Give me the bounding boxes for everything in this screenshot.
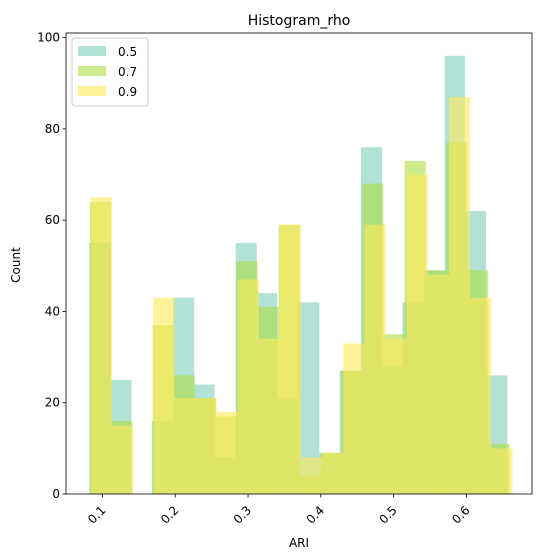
legend-swatch-0.9 [78,86,106,96]
y-tick-label: 0 [52,487,60,501]
y-tick-label: 20 [45,396,60,410]
y-tick-label: 80 [45,122,60,136]
y-tick-label: 60 [45,213,60,227]
x-tick-label: 0.3 [231,503,254,526]
bar-0.9-7 [258,338,281,494]
y-tick-label: 100 [37,31,60,45]
x-tick-label: 0.5 [376,503,399,526]
legend-label-0.9: 0.9 [118,85,137,99]
bar-0.9-0 [90,197,112,494]
legend: 0.5 0.7 0.9 [71,37,149,107]
legend-label-0.5: 0.5 [118,45,137,59]
bar-0.9-4 [195,398,217,494]
x-axis-label: ARI [289,536,309,550]
bar-0.5-9 [298,302,320,494]
bar-0.9-13 [385,338,407,494]
x-tick-label: 0.1 [85,503,108,526]
bar-0.9-1 [111,425,133,494]
bar-0.9-6 [237,279,259,494]
bar-0.9-2 [153,297,175,494]
bar-0.9-8 [280,224,302,494]
bars-layer [89,55,513,495]
series-0.9 [90,96,513,495]
legend-swatch-0.5 [78,46,106,56]
legend-swatch-0.7 [78,66,106,76]
bar-0.9-3 [174,398,196,494]
x-tick-label: 0.4 [304,503,327,526]
bar-0.9-11 [343,343,365,494]
y-tick-label: 40 [45,304,60,318]
legend-label-0.7: 0.7 [118,65,137,79]
bar-0.9-15 [427,274,449,494]
bar-0.9-9 [301,457,323,494]
plot-frame [65,32,533,495]
chart-title: Histogram_rho [248,13,351,29]
bar-0.9-17 [470,297,492,494]
bar-0.9-18 [491,448,513,494]
bar-0.9-12 [364,224,386,494]
bar-0.9-16 [448,96,471,495]
x-tick-label: 0.2 [158,503,181,526]
x-tick-label: 0.6 [449,503,472,526]
bar-0.9-10 [322,452,344,494]
bar-0.9-14 [406,174,428,494]
bar-0.9-5 [216,411,238,494]
y-axis-label: Count [9,247,23,283]
